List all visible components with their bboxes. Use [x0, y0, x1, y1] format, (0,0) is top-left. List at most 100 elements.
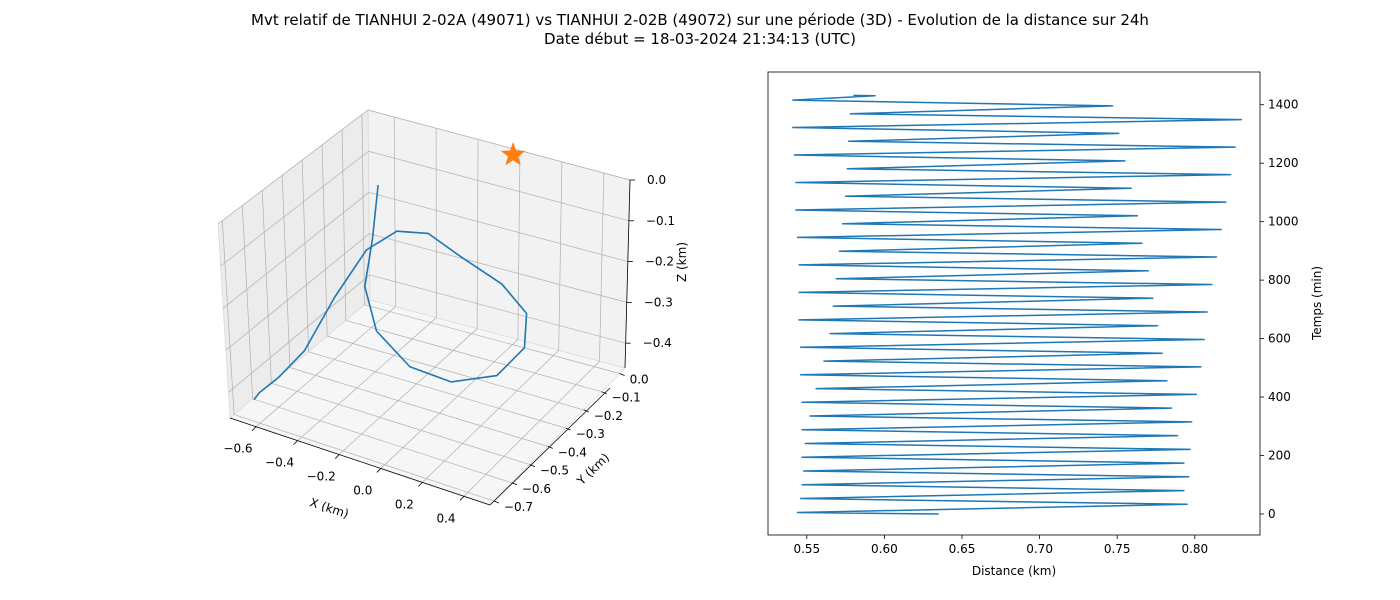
z-gridline-back [369, 233, 627, 303]
y-tick-mark [619, 373, 625, 376]
y-tick-mark [511, 482, 518, 486]
y-tick-mark [547, 445, 553, 449]
figure-title-line2: Date début = 18-03-2024 21:34:13 (UTC) [544, 30, 856, 48]
y-gridline-floor [308, 351, 566, 429]
x-tick-mark [376, 468, 382, 473]
y-tick-label: −0.6 [522, 482, 551, 496]
y-gridline-wall [341, 129, 347, 321]
x-tick-mark [418, 482, 423, 487]
y-tick-label: 800 [1268, 273, 1291, 287]
y-gridline-floor [233, 414, 495, 502]
z-gridline-left [222, 192, 370, 309]
y-axis-line [489, 387, 611, 506]
x-tick-label: 0.70 [1026, 542, 1053, 556]
x-gridline-floor [380, 339, 519, 469]
y-tick-mark [601, 391, 607, 395]
x-gridline-wall [476, 139, 479, 329]
chart-2d-axes: 0.55 0.60 0.65 0.70 0.75 0.80 0 200 400 600 800 100… [767, 71, 1324, 578]
z-gridline-left [225, 233, 370, 351]
star-marker [500, 141, 526, 166]
y-tick-label: 0 [1268, 507, 1276, 521]
x-axis-label-2d: Distance (km) [972, 564, 1056, 578]
x-tick-label: −0.4 [265, 456, 294, 470]
x-axis-line [229, 417, 491, 506]
y-axis-label-2d: Temps (min) [1310, 266, 1324, 341]
x-gridline-wall [558, 161, 563, 351]
y-gridline-wall [222, 220, 235, 415]
z-gridline-left [228, 274, 370, 393]
y-tick-label: −0.4 [558, 445, 587, 459]
chart-3d-axes: −0.6 −0.4 −0.2 0.0 0.2 0.4 0.0 −0.1 −0.2 −0.3 −0.4… [217, 109, 689, 525]
x-gridline-floor [338, 328, 478, 455]
y-gridline-wall [281, 175, 291, 368]
y-tick-label: 0.0 [630, 372, 649, 386]
trajectory-line [253, 184, 528, 401]
x-tick-mark [334, 454, 340, 459]
x-tick-label: 0.75 [1104, 542, 1131, 556]
plot-area [767, 71, 1261, 536]
y-tick-mark [583, 409, 589, 413]
y-tick-label: −0.2 [594, 409, 623, 423]
ticks-3d: −0.6 −0.4 −0.2 0.0 0.2 0.4 0.0 −0.1 −0.2 −0.3 −0.4… [223, 173, 675, 525]
figure-title-line1: Mvt relatif de TIANHUI 2-02A (49071) vs … [251, 11, 1149, 29]
grid-3d [217, 109, 631, 502]
y-tick-label: 400 [1268, 390, 1291, 404]
z-tick-label: −0.4 [643, 336, 672, 350]
y-tick-label: −0.1 [612, 391, 641, 405]
x-tick-label: 0.80 [1181, 542, 1208, 556]
y-gridline-wall [361, 114, 365, 305]
y-gridline-floor [364, 304, 620, 374]
z-gridline-left [220, 150, 369, 267]
x-gridline-floor [422, 350, 559, 483]
y-tick-label: 1000 [1268, 215, 1299, 229]
z-tick-label: −0.1 [646, 214, 675, 228]
x-gridline-wall [393, 116, 396, 307]
z-gridline-left [217, 109, 369, 225]
y-gridline-floor [271, 382, 530, 465]
y-gridline-floor [345, 320, 602, 393]
x-gridline-floor [255, 306, 396, 427]
z-tick-label: −0.3 [644, 295, 673, 309]
z-gridline-back [368, 150, 630, 222]
y-gridline-wall [241, 205, 254, 399]
x-gridline-wall [599, 172, 605, 362]
z-gridline-back [367, 109, 631, 181]
x-tick-label: 0.65 [949, 542, 976, 556]
y-tick-mark [565, 427, 571, 431]
x-tick-label: 0.0 [353, 483, 372, 497]
x-tick-label: 0.4 [436, 511, 455, 525]
x-tick-mark [293, 440, 298, 445]
x-gridline-wall [517, 150, 521, 340]
y-gridline-wall [321, 144, 328, 337]
y-tick-label: 1400 [1268, 98, 1299, 112]
y-tick-label: −0.3 [576, 427, 605, 441]
x-tick-label: −0.2 [307, 470, 336, 484]
z-axis-line [624, 179, 631, 369]
x-tick-mark [251, 426, 257, 431]
x-tick-mark [459, 496, 465, 501]
y-gridline-floor [327, 335, 584, 411]
z-tick-label: −0.2 [645, 255, 674, 269]
distance-series-line [792, 94, 1243, 515]
x-tick-label: −0.6 [223, 442, 252, 456]
x-axis-label: X (km) [308, 495, 350, 521]
z-gridline-back [368, 192, 628, 262]
z-axis-label: Z (km) [675, 242, 689, 282]
x-tick-label: 0.2 [395, 497, 414, 511]
x-tick-label: 0.60 [871, 542, 898, 556]
y-tick-mark [493, 500, 500, 504]
y-gridline-wall [301, 160, 309, 352]
y-tick-mark [529, 464, 535, 467]
y-tick-label: −0.5 [540, 464, 569, 478]
y-tick-label: 1200 [1268, 156, 1299, 170]
x-gridline-floor [297, 317, 437, 441]
y-tick-label: 600 [1268, 332, 1291, 346]
x-gridline-floor [463, 360, 600, 497]
y-gridline-wall [261, 190, 272, 384]
x-tick-label: 0.55 [793, 542, 820, 556]
z-gridline-back [369, 274, 626, 344]
y-tick-label: −0.7 [504, 500, 533, 514]
y-gridline-floor [252, 398, 512, 484]
y-tick-label: 200 [1268, 448, 1291, 462]
